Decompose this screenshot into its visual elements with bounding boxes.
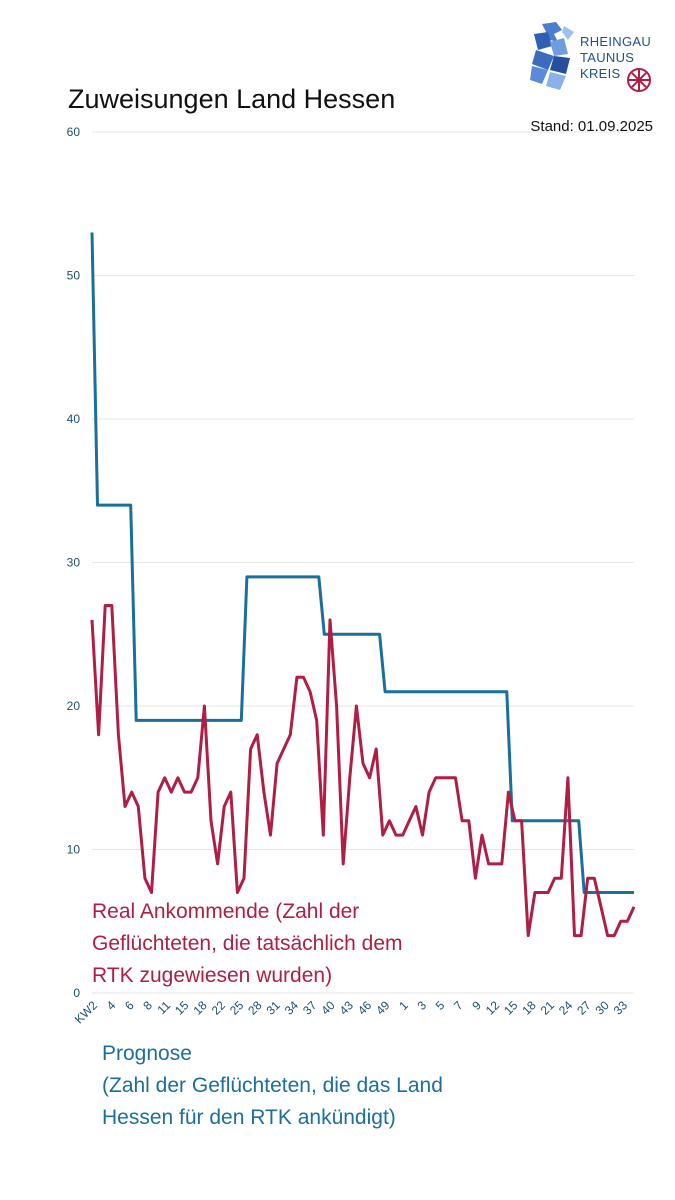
prognose-annotation-line-3: Hessen für den RTK ankündigt) [102, 1106, 396, 1129]
x-tick-label: 22 [209, 998, 229, 1018]
x-tick-label: 34 [282, 998, 302, 1018]
x-tick-label: 8 [140, 998, 155, 1013]
logo-line-1: RHEINGAU [580, 34, 652, 49]
rtk-logo: RHEINGAU TAUNUS KREIS [528, 20, 658, 96]
y-tick-label: 30 [67, 556, 81, 570]
real-annotation-line-1: Real Ankommende (Zahl der [92, 900, 360, 923]
hessen-lion-icon [530, 22, 574, 90]
series-lines [90, 232, 636, 938]
real-annotation-line-2: Geflüchteten, die tatsächlich dem [92, 932, 403, 955]
real-ankommende-annotation: Real Ankommende (Zahl der Geflüchteten, … [92, 896, 472, 992]
prognose-annotation-line-2: (Zahl der Geflüchteten, die das Land [102, 1074, 443, 1097]
y-tick-label: 0 [73, 986, 80, 1000]
x-tick-label: 6 [122, 998, 137, 1013]
y-tick-label: 10 [67, 843, 81, 857]
x-tick-label: KW2 [72, 998, 101, 1027]
x-tick-label: 30 [592, 998, 612, 1018]
y-tick-label: 40 [67, 412, 81, 426]
grid-lines [92, 131, 634, 994]
logo-line-3: KREIS [580, 66, 621, 81]
wheel-crest-icon [627, 68, 651, 92]
chart-title: Zuweisungen Land Hessen [68, 84, 396, 114]
x-tick-label: 33 [611, 998, 631, 1018]
y-tick-label: 50 [67, 269, 81, 283]
logo-line-2: TAUNUS [580, 50, 635, 65]
x-tick-label: 5 [433, 998, 448, 1013]
prognose-annotation: Prognose (Zahl der Geflüchteten, die das… [102, 1038, 522, 1134]
x-tick-label: 1 [396, 998, 411, 1013]
x-tick-label: 24 [556, 998, 576, 1018]
y-tick-label: 20 [67, 699, 81, 713]
x-tick-label: 4 [104, 998, 119, 1013]
logo-wordmark: RHEINGAU TAUNUS KREIS [580, 34, 651, 82]
x-tick-label: 37 [300, 998, 320, 1018]
real-ankommende-series-line [90, 604, 636, 938]
x-tick-label: 28 [245, 998, 265, 1018]
x-tick-label: 3 [414, 998, 429, 1013]
real-annotation-line-3: RTK zugewiesen wurden) [92, 964, 333, 987]
x-tick-label: 49 [373, 998, 393, 1018]
x-tick-label: 11 [155, 998, 174, 1017]
x-tick-label: 40 [318, 998, 338, 1018]
x-tick-label: 31 [264, 998, 284, 1018]
prognose-annotation-line-1: Prognose [102, 1042, 192, 1065]
x-tick-label: 25 [227, 998, 247, 1018]
prognose-series-line [90, 232, 634, 894]
y-tick-label: 60 [67, 125, 81, 139]
x-tick-label: 27 [574, 998, 594, 1018]
x-tick-label: 18 [190, 998, 210, 1018]
x-tick-label: 15 [172, 998, 192, 1018]
x-tick-label: 46 [355, 998, 375, 1018]
x-tick-label: 7 [451, 998, 466, 1013]
y-axis-ticks: 0 10 20 30 40 50 60 [67, 125, 81, 1000]
x-tick-label: 12 [483, 998, 503, 1018]
x-tick-label: 9 [469, 998, 484, 1013]
stand-date: Stand: 01.09.2025 [530, 118, 653, 135]
x-tick-label: 21 [538, 998, 558, 1018]
x-tick-label: 15 [501, 998, 521, 1018]
x-tick-label: 18 [519, 998, 539, 1018]
x-tick-label: 43 [337, 998, 357, 1018]
